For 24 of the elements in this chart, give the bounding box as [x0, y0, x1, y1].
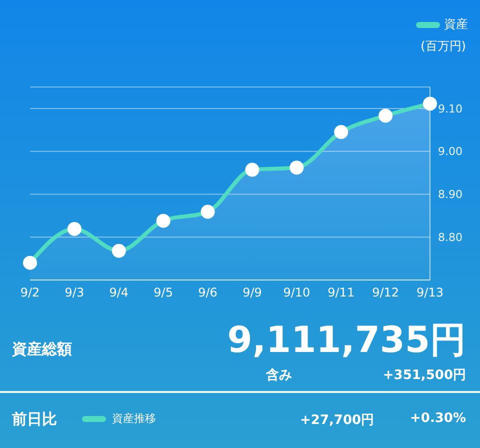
- y-tick-label: 8.90: [438, 188, 462, 202]
- y-tick-label: 9.00: [438, 145, 462, 158]
- text: 9,111,735円: [227, 319, 466, 363]
- x-tick-label: 9/9: [242, 286, 262, 300]
- text: 前日比: [12, 410, 57, 429]
- x-tick-label: 9/3: [64, 286, 84, 300]
- text: +351,500円: [382, 367, 466, 384]
- x-tick-label: 9/2: [20, 286, 40, 300]
- legend-label: 資産: [443, 16, 468, 33]
- text: 資産推移: [112, 411, 156, 426]
- text: +27,700円: [300, 412, 374, 429]
- x-tick-label: 9/6: [198, 286, 218, 300]
- x-tick-label: 9/5: [154, 286, 173, 300]
- y-tick-label: 8.80: [438, 231, 462, 244]
- x-tick-label: 9/10: [283, 286, 310, 300]
- x-tick-label: 9/13: [416, 286, 444, 300]
- text: +0.30%: [410, 411, 466, 426]
- y-axis-title: (百万円): [420, 38, 466, 55]
- x-tick-label: 9/12: [372, 286, 400, 300]
- text: 資産総額: [12, 340, 72, 359]
- y-tick-label: 9.10: [438, 102, 462, 116]
- x-tick-label: 9/11: [328, 286, 355, 300]
- text: 含み: [266, 367, 292, 384]
- x-tick-label: 9/4: [109, 286, 129, 300]
